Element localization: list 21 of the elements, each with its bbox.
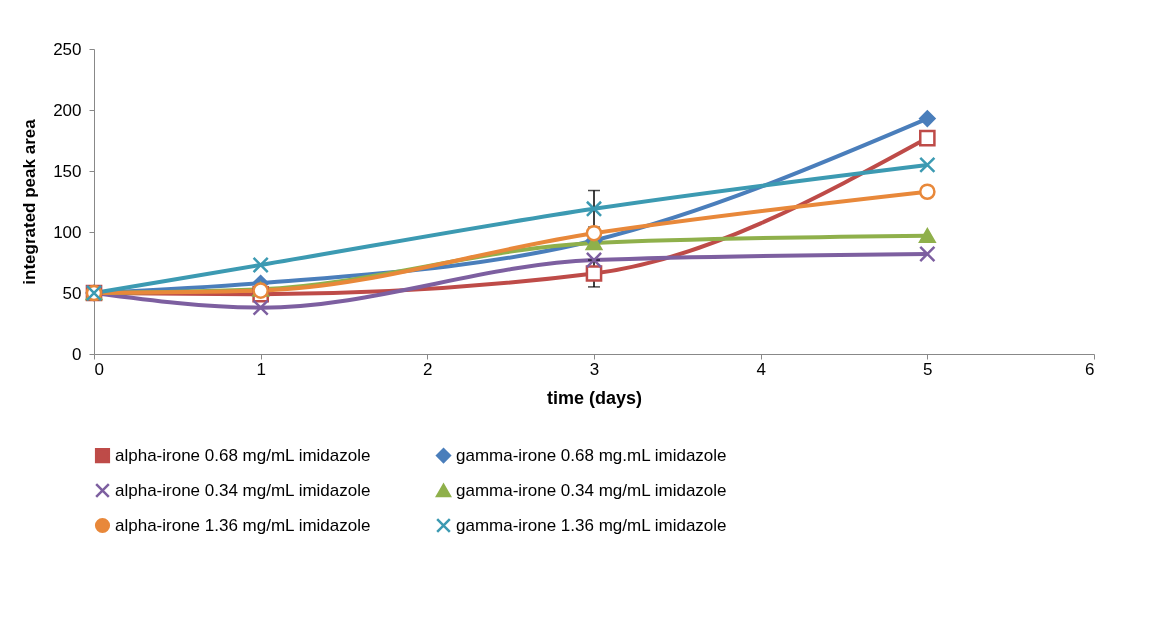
- x-tick-label: 0: [94, 359, 104, 379]
- legend-label: alpha-irone 1.36 mg/mL imidazole: [115, 515, 371, 535]
- legend-label: gamma-irone 0.34 mg/mL imidazole: [456, 480, 727, 500]
- x-tick-label: 4: [756, 359, 766, 379]
- x-tick-label: 6: [1085, 359, 1095, 379]
- y-tick-label: 100: [53, 222, 82, 242]
- legend-label: gamma-irone 1.36 mg/mL imidazole: [456, 515, 727, 535]
- y-tick-label: 0: [72, 344, 82, 364]
- x-tick-label: 5: [923, 359, 933, 379]
- x-axis-title: time (days): [546, 387, 643, 408]
- legend-label: alpha-irone 0.34 mg/mL imidazole: [115, 480, 371, 500]
- x-tick-label: 3: [589, 359, 600, 379]
- legend-label: gamma-irone 0.68 mg.mL imidazole: [456, 445, 727, 465]
- y-tick-label: 150: [53, 161, 82, 181]
- y-tick-label: 250: [53, 39, 82, 59]
- y-axis-title: integrated peak area: [20, 118, 40, 285]
- legend-label: alpha-irone 0.68 mg/mL imidazole: [115, 445, 371, 465]
- y-tick-label: 50: [62, 283, 82, 303]
- y-tick-label: 200: [53, 100, 82, 120]
- x-tick-label: 1: [256, 359, 266, 379]
- x-tick-label: 2: [423, 359, 433, 379]
